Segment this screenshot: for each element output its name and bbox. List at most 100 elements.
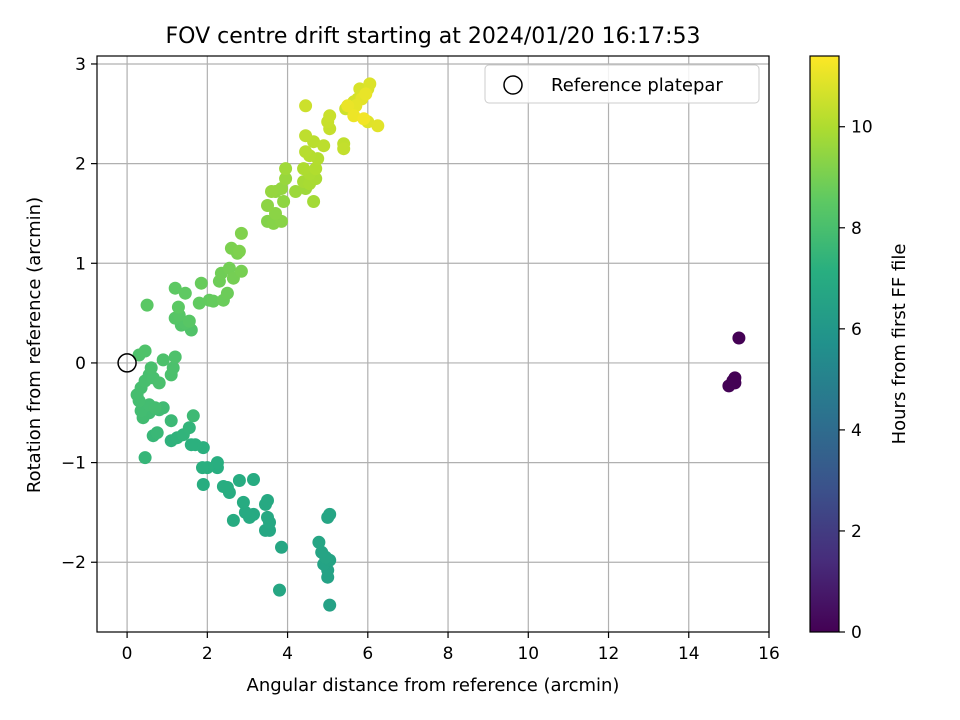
data-point bbox=[299, 129, 313, 143]
y-tick-label: 2 bbox=[75, 155, 86, 175]
data-point bbox=[238, 505, 252, 519]
data-point bbox=[279, 162, 293, 176]
x-tick-label: 2 bbox=[202, 644, 213, 664]
data-point bbox=[222, 261, 236, 275]
data-point bbox=[279, 172, 293, 186]
data-point bbox=[297, 162, 311, 176]
x-tick-label: 14 bbox=[678, 644, 700, 664]
data-point bbox=[138, 451, 152, 465]
data-point bbox=[273, 583, 286, 597]
colorbar-tick-label: 10 bbox=[851, 118, 873, 138]
y-tick-label: −2 bbox=[61, 553, 86, 573]
legend-marker bbox=[503, 75, 523, 95]
data-point bbox=[171, 300, 185, 314]
x-axis-label: Angular distance from reference (arcmin) bbox=[247, 675, 620, 696]
data-point bbox=[277, 195, 291, 208]
y-tick-label: 1 bbox=[75, 254, 86, 274]
data-point bbox=[341, 99, 355, 113]
data-point bbox=[261, 510, 274, 524]
data-point bbox=[182, 421, 196, 435]
data-point bbox=[148, 401, 162, 415]
grid bbox=[97, 56, 770, 632]
colorbar-tick-label: 0 bbox=[851, 623, 862, 643]
x-tick-label: 8 bbox=[443, 644, 454, 664]
legend-label: Reference platepar bbox=[551, 75, 723, 96]
data-point bbox=[220, 481, 234, 494]
data-point bbox=[347, 109, 361, 123]
data-point bbox=[164, 414, 178, 428]
data-point bbox=[299, 99, 313, 113]
colorbar-tick-label: 6 bbox=[851, 320, 862, 340]
data-point bbox=[732, 331, 746, 345]
x-axis-ticks: 0 2 4 6 8 10 12 14 16 bbox=[122, 632, 780, 664]
y-axis-ticks: −2 −1 0 1 2 3 bbox=[61, 55, 97, 573]
colorbar-ticks: 0 2 4 6 8 10 bbox=[839, 118, 873, 643]
data-point bbox=[152, 376, 166, 390]
data-point bbox=[168, 281, 182, 295]
data-point bbox=[192, 296, 206, 310]
data-point bbox=[265, 185, 278, 198]
x-tick-label: 16 bbox=[758, 644, 780, 664]
y-tick-label: −1 bbox=[61, 454, 86, 474]
data-point bbox=[337, 142, 351, 156]
data-point bbox=[323, 507, 337, 521]
data-point bbox=[312, 535, 326, 549]
y-tick-label: 0 bbox=[75, 354, 86, 374]
data-point bbox=[178, 286, 192, 300]
data-point bbox=[226, 513, 240, 527]
plot-frame bbox=[96, 55, 770, 633]
y-axis-label: Rotation from reference (arcmin) bbox=[24, 197, 45, 493]
data-point bbox=[186, 409, 200, 423]
x-tick-label: 6 bbox=[362, 644, 373, 664]
x-tick-label: 4 bbox=[282, 644, 293, 664]
colorbar-gradient bbox=[809, 55, 840, 633]
data-point bbox=[232, 474, 246, 487]
data-point bbox=[363, 77, 377, 91]
data-point bbox=[323, 109, 337, 123]
data-point bbox=[289, 185, 303, 198]
data-point bbox=[210, 456, 224, 470]
data-point bbox=[166, 361, 180, 375]
colorbar: 0 2 4 6 8 10 Hours from first FF file bbox=[809, 55, 910, 643]
data-point bbox=[236, 495, 250, 509]
data-point bbox=[315, 545, 329, 559]
data-point bbox=[371, 119, 385, 133]
data-point bbox=[184, 438, 198, 452]
colorbar-tick-label: 8 bbox=[851, 219, 862, 239]
data-point bbox=[196, 461, 209, 475]
data-points bbox=[130, 77, 746, 612]
data-point bbox=[275, 540, 288, 554]
data-point bbox=[299, 145, 313, 159]
x-tick-label: 12 bbox=[598, 644, 620, 664]
data-point bbox=[168, 350, 182, 364]
data-point bbox=[182, 314, 196, 328]
data-point bbox=[275, 182, 288, 195]
reference-platepar-marker bbox=[117, 353, 137, 373]
data-point bbox=[194, 276, 208, 290]
data-point bbox=[150, 426, 164, 440]
data-point bbox=[206, 294, 220, 308]
data-point bbox=[220, 286, 234, 300]
data-point bbox=[261, 199, 274, 212]
legend-box bbox=[484, 64, 760, 104]
data-point bbox=[232, 244, 246, 258]
x-tick-label: 10 bbox=[517, 644, 539, 664]
x-tick-label: 0 bbox=[122, 644, 133, 664]
data-point bbox=[234, 226, 248, 240]
data-point bbox=[138, 344, 152, 358]
data-point bbox=[357, 112, 371, 126]
data-point bbox=[307, 195, 321, 208]
colorbar-tick-label: 2 bbox=[851, 522, 862, 542]
data-point bbox=[359, 87, 373, 101]
data-point bbox=[309, 162, 323, 176]
data-point bbox=[269, 207, 282, 220]
y-tick-label: 3 bbox=[75, 55, 86, 75]
data-point bbox=[323, 598, 337, 612]
data-point bbox=[196, 478, 210, 491]
data-point bbox=[144, 361, 158, 375]
data-point bbox=[261, 494, 274, 507]
colorbar-label: Hours from first FF file bbox=[889, 244, 910, 445]
data-point bbox=[317, 139, 331, 153]
data-point bbox=[140, 298, 154, 312]
